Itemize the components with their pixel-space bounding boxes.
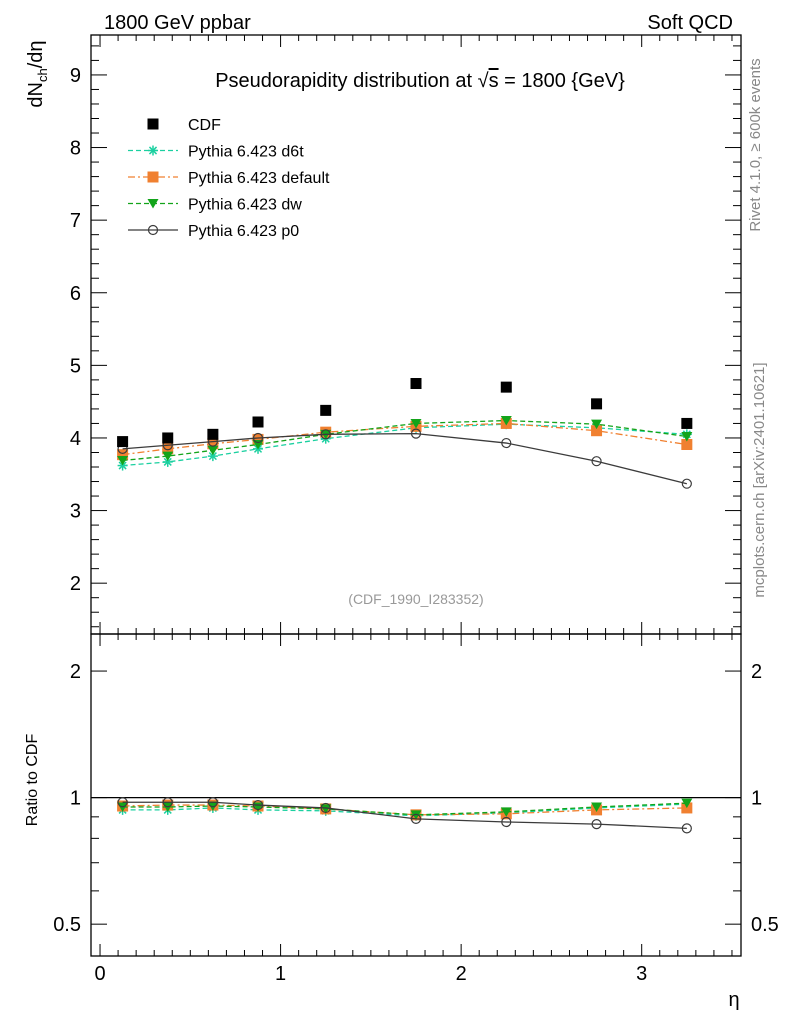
- star-stroke: [118, 461, 127, 470]
- y-tick-label-ratio: 2: [70, 661, 81, 683]
- ratio-series-layer: [117, 797, 693, 834]
- point-pythia-6-423-default: [681, 438, 693, 450]
- legend-marker-pythia-6-423-p0: [147, 224, 159, 236]
- x-tick-label: 3: [636, 963, 647, 985]
- point-pythia-6-423-p0: [252, 432, 264, 444]
- point-cdf: [162, 432, 174, 444]
- y-tick-label-ratio: 0.5: [53, 914, 81, 936]
- point-pythia-6-423-p0: [410, 428, 422, 439]
- ratio-point-pythia-6-423-p0: [252, 799, 264, 811]
- legend: CDF Pythia 6.423 d6t Pythia 6.423 default P…: [128, 117, 330, 240]
- series-line-pythia-6-423-dw: [122, 419, 687, 462]
- header-right: Soft QCD: [647, 12, 733, 34]
- point-pythia-6-423-default: [591, 425, 603, 437]
- legend-marker-pythia-6-423-default: [147, 171, 159, 183]
- star-stroke: [208, 452, 217, 461]
- point-cdf: [117, 436, 129, 448]
- legend-label-pythia-6-423-default: Pythia 6.423 default: [188, 170, 330, 187]
- x-axis-label: η: [728, 989, 739, 1011]
- legend-marker-pythia-6-423-d6t: [148, 145, 158, 156]
- point-pythia-6-423-p0: [501, 437, 512, 449]
- ratio-panel-frame: [90, 633, 742, 957]
- x-tick-label: 1: [275, 963, 286, 985]
- analysis-id-label: (CDF_1990_I283352): [348, 591, 483, 607]
- point-pythia-6-423-p0: [681, 478, 692, 489]
- ratio-point-pythia-6-423-p0: [117, 797, 128, 808]
- ratio-point-pythia-6-423-p0: [162, 797, 173, 808]
- y-tick-label-ratio-right: 2: [751, 661, 762, 683]
- ratio-point-pythia-6-423-dw: [591, 802, 603, 812]
- point-pythia-6-423-dw: [252, 439, 264, 450]
- legend-marker-pythia-6-423-dw: [147, 199, 159, 209]
- legend-label-pythia-6-423-p0: Pythia 6.423 p0: [188, 223, 299, 240]
- chart-title: Pseudorapidity distribution at √s = 1800…: [215, 70, 625, 92]
- ratio-line-pythia-6-423-p0: [122, 801, 687, 830]
- ratio-point-pythia-6-423-dw: [681, 798, 693, 809]
- main-series-layer: [117, 378, 693, 489]
- y-tick-label-main: 8: [70, 138, 81, 160]
- point-pythia-6-423-default: [117, 449, 129, 461]
- y-tick-label-main: 3: [70, 501, 81, 523]
- point-pythia-6-423-dw: [681, 432, 693, 442]
- ratio-point-pythia-6-423-dw: [320, 804, 332, 814]
- rivet-version-label: Rivet 4.1.0, ≥ 600k events: [747, 58, 764, 231]
- y-tick-label-ratio-right: 1: [751, 788, 762, 810]
- star-stroke: [148, 146, 158, 155]
- ratio-point-pythia-6-423-p0: [320, 802, 331, 814]
- star-stroke: [163, 457, 172, 466]
- series-line-pythia-6-423-p0: [122, 432, 687, 485]
- ratio-point-pythia-6-423-dw: [410, 810, 422, 820]
- point-pythia-6-423-dw: [207, 445, 219, 456]
- header-left: 1800 GeV ppbar: [104, 12, 251, 34]
- point-pythia-6-423-dw: [117, 455, 129, 466]
- ratio-line-pythia-6-423-dw: [122, 802, 687, 816]
- point-pythia-6-423-dw: [162, 451, 174, 462]
- y-tick-label-main: 4: [70, 428, 81, 450]
- ratio-point-pythia-6-423-dw: [500, 807, 512, 817]
- point-pythia-6-423-p0: [591, 456, 602, 467]
- series-line-pythia-6-423-default: [122, 422, 687, 456]
- ratio-line-pythia-6-423-default: [122, 804, 687, 816]
- point-cdf: [252, 416, 264, 428]
- point-pythia-6-423-default: [162, 443, 174, 455]
- point-cdf: [207, 428, 219, 440]
- legend-label-cdf: CDF: [188, 117, 221, 134]
- y-tick-label-main: 2: [70, 573, 81, 595]
- point-pythia-6-423-dw: [591, 419, 603, 430]
- y-tick-label-main: 9: [70, 65, 81, 87]
- point-pythia-6-423-dw: [410, 418, 422, 429]
- y-tick-label-ratio: 1: [70, 788, 81, 810]
- ratio-point-pythia-6-423-p0: [501, 816, 512, 828]
- mcplots-label: mcplots.cern.ch [arXiv:2401.10621]: [751, 362, 768, 597]
- point-pythia-6-423-default: [252, 433, 264, 445]
- ratio-point-pythia-6-423-p0: [681, 823, 692, 834]
- point-pythia-6-423-p0: [320, 429, 331, 440]
- ratio-point-pythia-6-423-p0: [591, 818, 602, 830]
- point-cdf: [500, 381, 512, 393]
- y-tick-label-main: 7: [70, 210, 81, 232]
- point-pythia-6-423-dw: [500, 416, 512, 426]
- x-tick-label: 2: [456, 963, 467, 985]
- y-tick-label-ratio-right: 0.5: [751, 914, 779, 936]
- point-pythia-6-423-default: [207, 438, 219, 450]
- point-cdf: [320, 404, 332, 416]
- point-cdf: [410, 378, 422, 390]
- y-tick-label-main: 6: [70, 283, 81, 305]
- axis-tick-labels: 0 1 2 3 2 3 4 5 6 7 8 9 0.5 0.5 1 1 2 2: [53, 65, 779, 985]
- legend-marker-cdf: [147, 118, 159, 130]
- legend-label-pythia-6-423-dw: Pythia 6.423 dw: [188, 197, 302, 214]
- point-cdf: [591, 398, 603, 410]
- y-tick-label-main: 5: [70, 355, 81, 377]
- legend-label-pythia-6-423-d6t: Pythia 6.423 d6t: [188, 144, 304, 161]
- x-tick-label: 0: [94, 963, 105, 985]
- axis-ticks: [91, 35, 741, 956]
- y-axis-label-ratio: Ratio to CDF: [24, 734, 41, 827]
- ratio-point-pythia-6-423-p0: [410, 813, 422, 824]
- ratio-point-pythia-6-423-p0: [207, 797, 218, 808]
- y-axis-label-main: dNch/dη: [25, 40, 50, 107]
- point-cdf: [681, 417, 693, 429]
